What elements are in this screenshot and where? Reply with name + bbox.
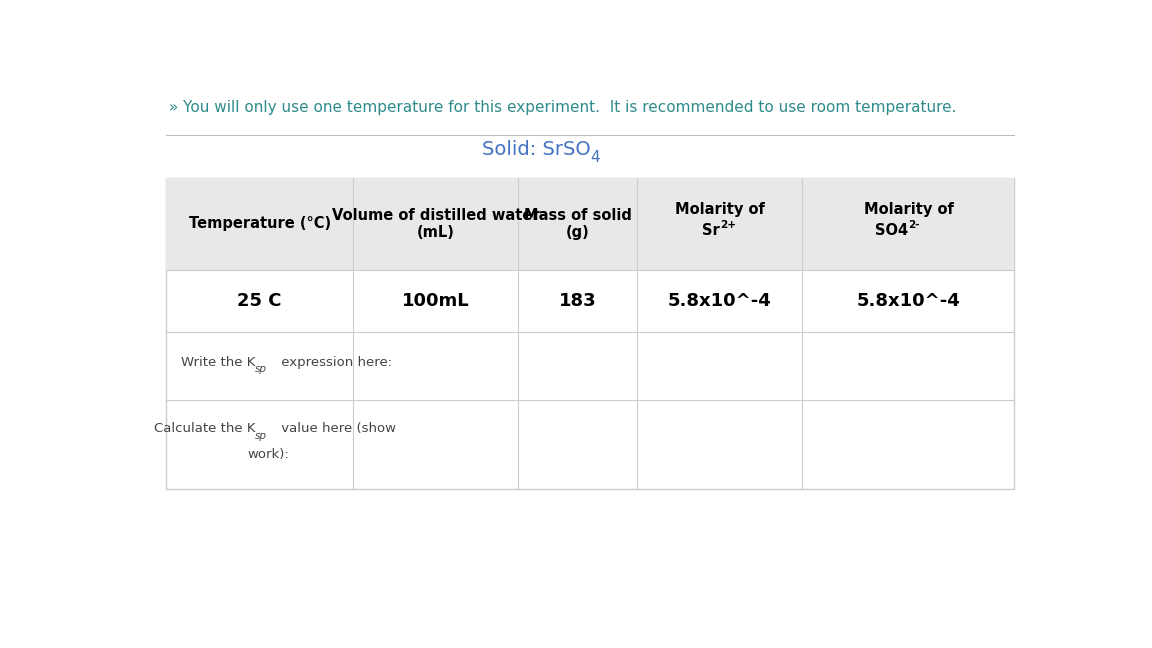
Text: Solid: SrSO: Solid: SrSO [482,140,590,159]
Bar [166,178,1015,489]
Text: 100mL: 100mL [402,292,469,310]
Text: 4: 4 [590,150,600,165]
Text: value here (show: value here (show [278,422,396,435]
Bar [166,178,1015,270]
Text: 2-: 2- [909,220,920,229]
Text: Sr: Sr [702,223,720,238]
Text: Temperature (°C): Temperature (°C) [189,216,331,231]
Text: sp: sp [255,430,267,441]
Text: Molarity of: Molarity of [864,202,954,217]
Text: Volume of distilled water
(mL): Volume of distilled water (mL) [332,207,539,240]
Text: sp: sp [255,364,267,375]
Text: Calculate the K: Calculate the K [153,422,255,435]
Text: SO4: SO4 [876,223,909,238]
Text: 5.8x10^-4: 5.8x10^-4 [857,292,961,310]
Text: » You will only use one temperature for this experiment.  It is recommended to u: » You will only use one temperature for … [169,100,956,115]
Text: 2+: 2+ [720,220,736,229]
Text: work):: work): [248,448,289,461]
Text: Mass of solid
(g): Mass of solid (g) [524,207,631,240]
Text: 5.8x10^-4: 5.8x10^-4 [668,292,772,310]
Text: 25 C: 25 C [237,292,282,310]
Text: 183: 183 [559,292,597,310]
Text: Molarity of: Molarity of [675,202,765,217]
Text: expression here:: expression here: [278,356,393,369]
Text: Write the K: Write the K [181,356,255,369]
